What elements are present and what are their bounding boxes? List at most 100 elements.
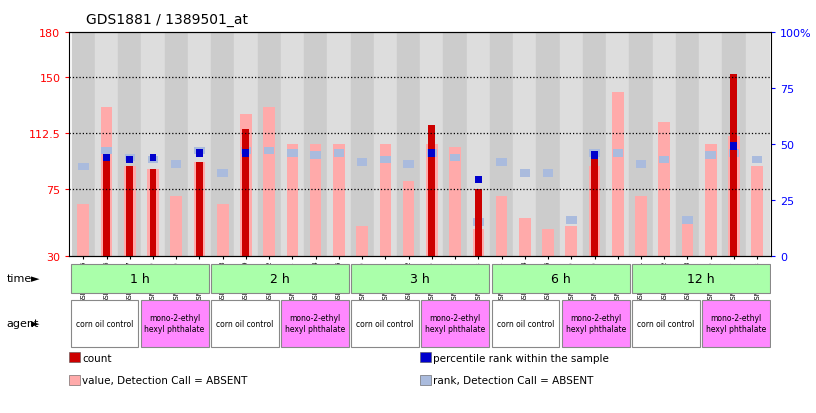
Text: corn oil control: corn oil control [216,319,273,328]
Bar [281,33,304,256]
Bar [218,170,228,177]
Bar [118,33,141,256]
Bar [519,219,530,256]
Text: corn oil control: corn oil control [497,319,554,328]
Bar [682,217,693,224]
Bar [450,154,460,161]
Bar [632,300,700,347]
Bar [70,300,139,347]
Bar [140,300,209,347]
Bar [606,33,629,256]
Bar [705,145,716,256]
Bar [443,33,467,256]
Text: 1 h: 1 h [130,272,149,285]
Bar [561,300,630,347]
Bar [286,145,298,256]
Bar [591,152,598,159]
Bar [281,300,349,347]
Text: agent: agent [7,318,39,329]
Bar [591,159,598,256]
Bar [242,150,250,157]
Bar [380,157,391,164]
Bar [681,219,694,256]
Text: ►: ► [31,274,39,284]
Text: 12 h: 12 h [687,272,715,285]
Bar [72,33,95,256]
Bar [241,147,251,155]
Bar [100,107,113,256]
Bar [565,226,577,256]
Bar [659,157,669,164]
Bar [333,145,344,256]
Text: mono-2-ethyl
hexyl phthalate: mono-2-ethyl hexyl phthalate [285,313,345,334]
Bar [473,219,484,226]
Bar [147,170,159,256]
Bar [520,170,530,177]
Bar [632,264,770,294]
Text: mono-2-ethyl
hexyl phthalate: mono-2-ethyl hexyl phthalate [144,313,205,334]
Bar [374,33,397,256]
Bar [629,33,653,256]
Bar [211,300,279,347]
Bar [543,229,554,256]
Text: 6 h: 6 h [551,272,570,285]
Bar [491,264,630,294]
Bar [149,154,157,161]
Bar [490,33,513,256]
Text: rank, Detection Call = ABSENT: rank, Detection Call = ABSENT [433,375,594,385]
Bar [242,130,250,256]
Bar [730,75,738,256]
Text: mono-2-ethyl
hexyl phthalate: mono-2-ethyl hexyl phthalate [706,313,766,334]
Bar [475,189,481,256]
Bar [126,167,133,256]
Bar [513,33,536,256]
Bar [421,300,490,347]
Bar [103,159,110,256]
Text: 3 h: 3 h [410,272,430,285]
Text: count: count [82,353,112,363]
Bar [699,33,722,256]
Bar [428,150,436,157]
Bar [420,33,443,256]
Bar [193,162,206,256]
Bar [612,93,623,256]
Bar [427,150,437,157]
Bar [491,300,560,347]
Bar [141,33,165,256]
Bar [327,33,351,256]
Bar [95,33,118,256]
Bar [188,33,211,256]
Bar [589,150,600,157]
Bar [310,145,322,256]
Bar [165,33,188,256]
Bar [149,170,157,256]
Bar [196,150,203,157]
Bar [676,33,699,256]
Bar [310,152,321,159]
Bar [635,197,647,256]
Bar [70,264,209,294]
Bar [126,157,133,164]
Bar [397,33,420,256]
Text: mono-2-ethyl
hexyl phthalate: mono-2-ethyl hexyl phthalate [565,313,626,334]
Text: ►: ► [31,318,39,329]
Bar [472,229,484,256]
Bar [613,150,623,157]
Bar [171,197,182,256]
Bar [334,150,344,157]
Text: GDS1881 / 1389501_at: GDS1881 / 1389501_at [86,13,248,27]
Bar [351,300,419,347]
Bar [752,167,763,256]
Bar [125,154,135,161]
Bar [543,170,553,177]
Bar [728,137,740,256]
Text: corn oil control: corn oil control [637,319,694,328]
Bar [194,147,205,155]
Bar [496,197,508,256]
Text: mono-2-ethyl
hexyl phthalate: mono-2-ethyl hexyl phthalate [425,313,486,334]
Bar [357,226,368,256]
Text: 2 h: 2 h [270,272,290,285]
Bar [653,33,676,256]
Bar [588,167,601,256]
Text: percentile rank within the sample: percentile rank within the sample [433,353,610,363]
